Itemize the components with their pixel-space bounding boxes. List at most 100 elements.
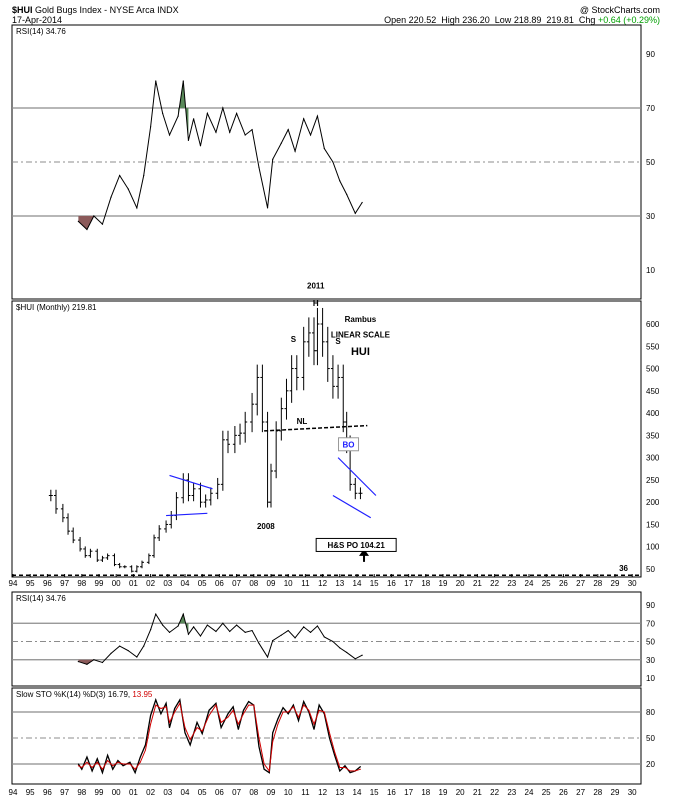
rsi-top-point	[182, 80, 184, 82]
price-frame	[11, 300, 642, 578]
x-axis-label: 09	[267, 788, 276, 797]
rsi-top-point	[162, 112, 164, 114]
rsi-bottom-point	[323, 636, 325, 638]
x-axis-label: 11	[301, 579, 310, 588]
rsi-top-point	[136, 207, 138, 209]
sto-point-k	[86, 756, 88, 758]
x-axis-label: 05	[198, 579, 207, 588]
x-axis-label: 99	[95, 788, 104, 797]
sto-point-k	[77, 763, 79, 765]
rsi-bottom-point	[136, 656, 138, 658]
x-axis-label: 22	[490, 579, 499, 588]
quote-low: 218.89	[513, 15, 542, 25]
rsi-top-point	[244, 134, 246, 136]
price-ytick-label: 100	[646, 543, 660, 552]
x-axis-label: 06	[215, 579, 224, 588]
sto-point-k	[189, 744, 191, 746]
sto-point-k	[174, 708, 176, 710]
sto-point-d	[144, 749, 146, 751]
x-axis-label: 05	[198, 788, 207, 797]
rsi-top-point	[199, 145, 202, 147]
rsi-bottom-point	[332, 640, 334, 643]
rsi-bottom-point	[199, 635, 202, 637]
sto-point-d	[160, 708, 162, 710]
sto-point-k	[339, 770, 341, 772]
sto-point-d	[237, 723, 239, 725]
price-ytick-label: 450	[646, 387, 660, 396]
rsi-top-ytick-label: 50	[646, 158, 655, 167]
rsi-top-point	[206, 112, 208, 114]
x-axis-label: 30	[628, 579, 637, 588]
chart-date: 17-Apr-2014	[12, 15, 63, 25]
rsi-top-ytick-label: 90	[646, 50, 655, 59]
sto-point-k	[344, 765, 346, 767]
rsi-top-point	[354, 212, 356, 214]
rsi-bottom-point	[127, 650, 129, 652]
x-axis-label: 30	[628, 788, 637, 797]
x-axis-label: 07	[232, 579, 241, 588]
x-axis-label: 02	[146, 579, 155, 588]
rsi-top-title: RSI(14) 34.76	[16, 27, 66, 36]
rsi-bottom-point	[86, 663, 88, 665]
x-axis-label: 20	[456, 579, 465, 588]
rsi-bottom-ytick-label: 50	[646, 638, 655, 647]
sto-point-k	[91, 770, 93, 772]
sto-point-k	[359, 766, 361, 768]
sto-point-d	[129, 763, 131, 765]
sto-point-d	[334, 751, 336, 753]
rsi-bottom-point	[193, 626, 195, 628]
rsi-top-point	[215, 131, 217, 133]
rsi-top-point	[187, 139, 190, 141]
sto-point-d	[227, 716, 229, 718]
x-axis-label: 94	[9, 788, 18, 797]
sto-point-d	[328, 732, 330, 734]
rsi-top-point	[346, 193, 348, 195]
x-axis-label: 13	[335, 788, 344, 797]
rsi-bottom-point	[294, 637, 296, 639]
rsi-top-point	[193, 118, 195, 120]
x-axis-label: 94	[9, 579, 18, 588]
rsi-top-point	[86, 228, 88, 231]
rsi-top-overbought-fill	[178, 81, 189, 141]
x-axis-label: 16	[387, 579, 396, 588]
quote-close: 219.81	[546, 15, 574, 25]
price-ytick-label: 600	[646, 320, 660, 329]
sto-point-d	[196, 727, 198, 729]
rsi-bottom-point	[101, 661, 104, 664]
rsi-bottom-overbought-fill	[178, 614, 189, 635]
sto-point-k	[184, 732, 186, 734]
sto-point-d	[184, 727, 186, 729]
x-axis-label: 17	[404, 788, 413, 797]
price-annotation: S	[335, 337, 341, 346]
sto-point-d	[91, 766, 93, 768]
price-ytick-label: 250	[646, 476, 660, 485]
sto-ytick-label: 20	[646, 760, 655, 769]
rsi-bottom-point	[346, 651, 348, 654]
sto-point-k	[258, 746, 260, 748]
price-annotation: 2008	[257, 522, 275, 531]
price-title: $HUI (Monthly) 219.81	[16, 303, 97, 312]
rsi-bottom-point	[182, 613, 184, 615]
index-name: Gold Bugs Index - NYSE Arca INDX	[35, 5, 179, 15]
sto-point-k	[282, 707, 284, 709]
x-axis-label: 21	[473, 788, 482, 797]
x-axis-label: 16	[387, 788, 396, 797]
sto-point-k	[112, 768, 114, 770]
sto-point-k	[169, 727, 171, 729]
rsi-bottom-point	[150, 629, 152, 631]
rsi-top-point	[303, 118, 305, 120]
sto-point-k	[248, 701, 250, 703]
x-axis-label: 04	[181, 788, 190, 797]
price-objective-label: H&S PO 104.21	[327, 541, 385, 550]
rsi-top-point	[77, 220, 79, 222]
sto-point-d	[313, 723, 315, 725]
sto-point-k	[263, 768, 265, 770]
sto-line-k	[77, 697, 361, 775]
quote-change: +0.64 (+0.29%)	[597, 15, 660, 25]
x-axis-label: 04	[181, 579, 190, 588]
sto-point-d	[268, 770, 270, 772]
sto-point-d	[96, 761, 98, 763]
chart-symbol-title: $HUI Gold Bugs Index - NYSE Arca INDX	[12, 5, 179, 15]
x-axis-label: 21	[473, 579, 482, 588]
sto-point-d	[258, 737, 260, 739]
